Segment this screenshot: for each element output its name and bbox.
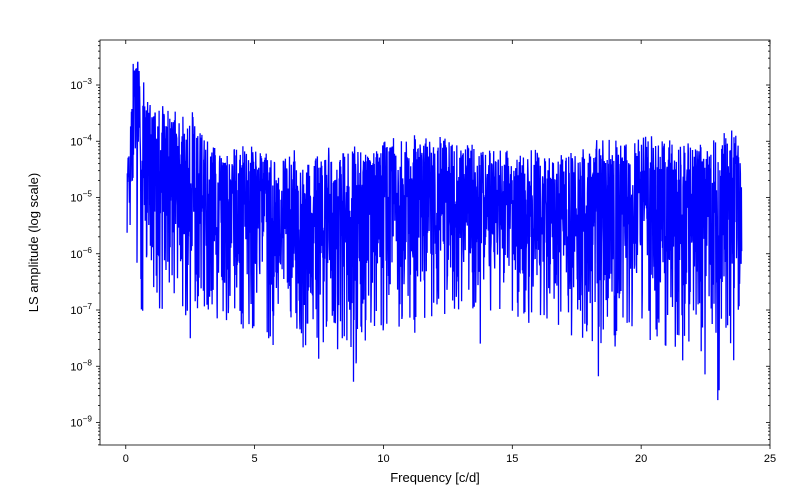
ytick-label: 10−5 [70, 190, 92, 205]
xtick-label: 25 [764, 453, 776, 465]
ytick-label: 10−9 [70, 415, 92, 430]
ytick-label: 10−8 [70, 358, 92, 373]
ytick-label: 10−4 [70, 133, 92, 148]
y-axis-label: LS amplitude (log scale) [26, 173, 41, 312]
periodogram-line [127, 62, 742, 400]
chart-svg: 0 5 10 15 20 25 10−9 10−8 10−7 10−6 10−5 10−4 10−3 Fr… [0, 0, 800, 500]
xtick-label: 0 [123, 453, 129, 465]
ytick-label: 10−7 [70, 302, 92, 317]
xtick-label: 5 [252, 453, 258, 465]
xtick-label: 10 [377, 453, 389, 465]
xtick-label: 15 [506, 453, 518, 465]
periodogram-chart: 0 5 10 15 20 25 10−9 10−8 10−7 10−6 10−5 10−4 10−3 Fr… [0, 0, 800, 500]
ytick-label: 10−6 [70, 246, 92, 261]
xtick-label: 20 [635, 453, 647, 465]
ytick-label: 10−3 [70, 77, 92, 92]
x-axis-label: Frequency [c/d] [390, 470, 480, 485]
